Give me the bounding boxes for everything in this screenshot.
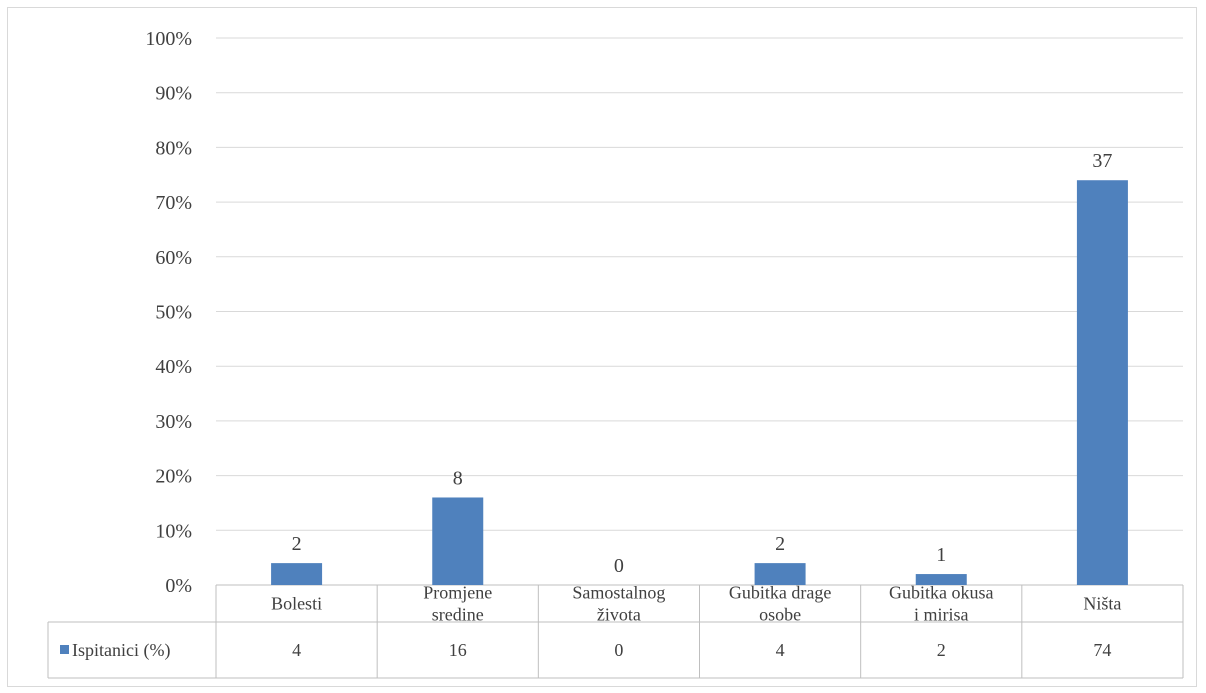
y-tick-label: 0% bbox=[165, 575, 192, 597]
y-tick-label: 50% bbox=[155, 302, 192, 324]
y-tick-label: 70% bbox=[155, 192, 192, 214]
data-label: 2 bbox=[775, 533, 785, 555]
y-tick-label: 30% bbox=[155, 411, 192, 433]
category-label: osobe bbox=[759, 605, 801, 625]
y-tick-label: 40% bbox=[155, 356, 192, 378]
category-label: Promjene bbox=[423, 583, 492, 603]
data-label: 1 bbox=[936, 544, 946, 566]
table-value: 0 bbox=[614, 640, 623, 660]
category-label: Ništa bbox=[1083, 594, 1121, 614]
table-value: 4 bbox=[776, 640, 785, 660]
category-label: i mirisa bbox=[914, 605, 969, 625]
bar bbox=[271, 563, 323, 585]
data-label: 37 bbox=[1092, 150, 1112, 172]
y-tick-label: 10% bbox=[155, 520, 192, 542]
y-tick-label: 60% bbox=[155, 247, 192, 269]
y-tick-label: 100% bbox=[145, 28, 192, 50]
legend-label: Ispitanici (%) bbox=[72, 640, 170, 661]
y-tick-label: 80% bbox=[155, 137, 192, 159]
chart-frame bbox=[7, 7, 1197, 687]
category-label: života bbox=[597, 605, 641, 625]
category-label: Samostalnog bbox=[572, 583, 665, 603]
category-label: sredine bbox=[432, 605, 484, 625]
bar bbox=[1076, 180, 1128, 585]
data-label: 2 bbox=[292, 533, 302, 555]
table-value: 2 bbox=[937, 640, 946, 660]
legend-swatch bbox=[60, 645, 69, 654]
table-value: 74 bbox=[1093, 640, 1111, 660]
bar bbox=[432, 497, 484, 585]
table-value: 4 bbox=[292, 640, 301, 660]
category-label: Gubitka okusa bbox=[889, 583, 993, 603]
y-tick-label: 90% bbox=[155, 83, 192, 105]
table-value: 16 bbox=[449, 640, 467, 660]
data-label: 8 bbox=[453, 467, 463, 489]
data-label: 0 bbox=[614, 555, 624, 577]
bar bbox=[754, 563, 806, 585]
bar bbox=[915, 574, 967, 585]
category-label: Gubitka drage bbox=[729, 583, 831, 603]
category-label: Bolesti bbox=[271, 594, 322, 614]
y-tick-label: 20% bbox=[155, 466, 192, 488]
